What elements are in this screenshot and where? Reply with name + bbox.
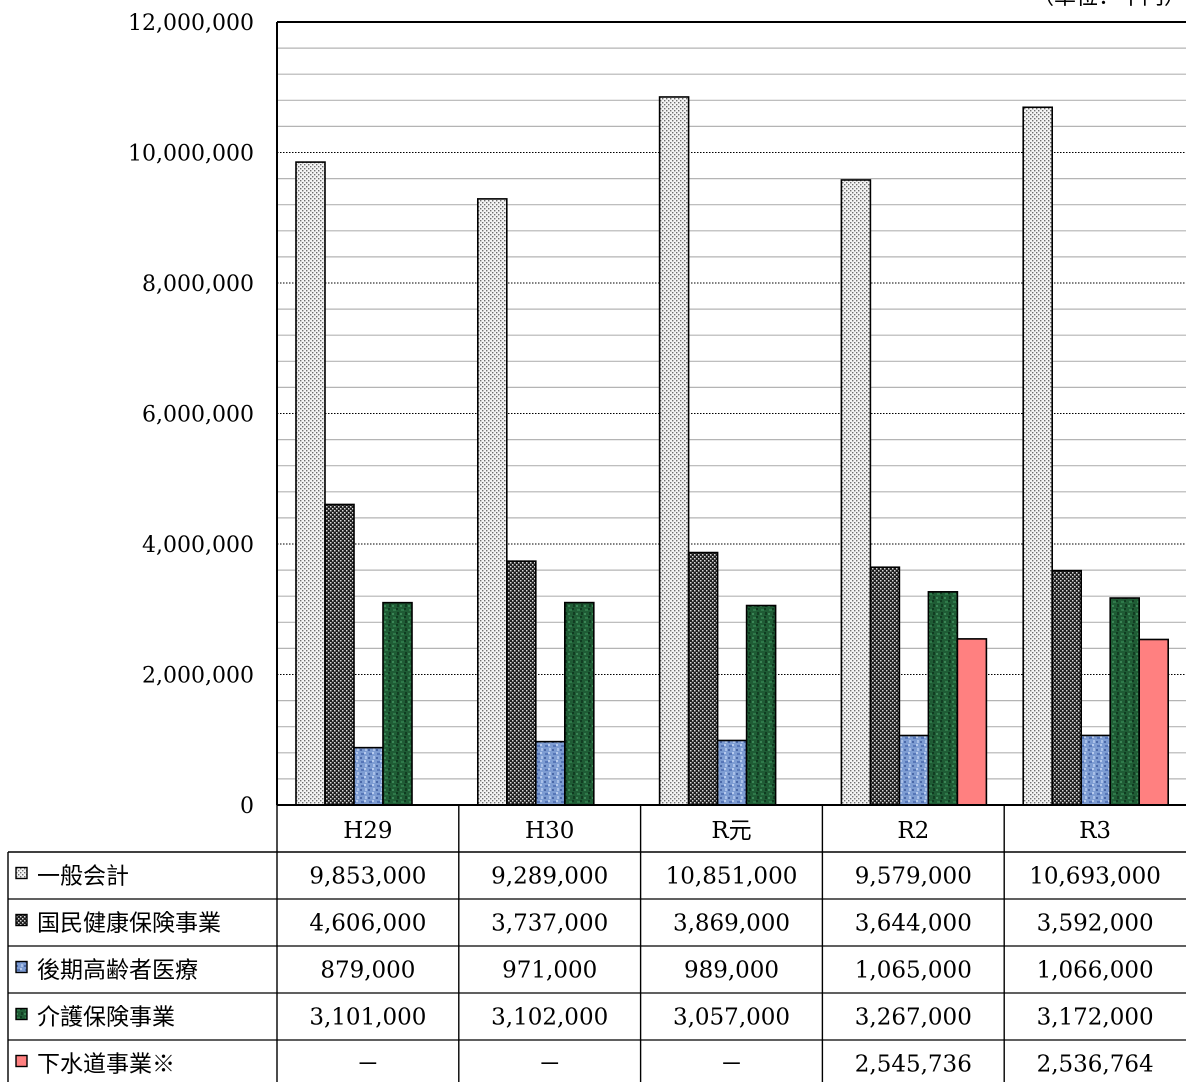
table-cell: 3,267,000	[855, 1005, 972, 1031]
table-cell: －	[538, 1052, 561, 1078]
y-tick-label: 6,000,000	[142, 403, 254, 428]
bar	[324, 503, 355, 806]
legend-swatch	[15, 960, 28, 974]
bar	[476, 198, 508, 806]
table-cell: 1,065,000	[855, 958, 972, 984]
y-tick-label: 10,000,000	[128, 142, 254, 167]
legend-label: 後期高齢者医療	[37, 958, 198, 984]
bar	[956, 638, 988, 806]
bar	[534, 740, 566, 806]
table-cell: 9,289,000	[491, 864, 608, 890]
table-cell: 2,545,736	[855, 1052, 972, 1078]
table-cell: 4,606,000	[309, 911, 426, 937]
bar	[1080, 734, 1111, 806]
table-cell: 3,592,000	[1037, 911, 1154, 937]
legend-label: 下水道事業※	[37, 1052, 175, 1078]
bar	[1051, 569, 1082, 806]
y-tick-label: 12,000,000	[128, 11, 254, 36]
legend-swatch	[15, 1054, 28, 1068]
y-tick-label: 0	[240, 794, 254, 819]
y-tick-label: 8,000,000	[142, 272, 254, 297]
x-category-label: R3	[1079, 818, 1111, 844]
bar	[1109, 597, 1140, 806]
bar	[869, 566, 901, 806]
bar	[1138, 638, 1169, 806]
table-cell: 9,853,000	[309, 864, 426, 890]
bar	[840, 179, 872, 806]
data-table: H29 H30 R元 R2 R3 一般会計 9,853,000 9,289,000 10,851…	[7, 805, 1186, 1082]
bar	[745, 604, 777, 806]
legend-swatch	[15, 1007, 28, 1021]
table-cell: 3,172,000	[1037, 1005, 1154, 1031]
bar	[898, 734, 930, 806]
bar	[658, 96, 690, 806]
y-tick-label: 4,000,000	[142, 533, 254, 558]
x-category-label: H29	[343, 818, 392, 844]
axes	[276, 21, 1186, 806]
table-cell: 971,000	[502, 958, 597, 984]
unit-label: （単位：千円）	[1032, 0, 1186, 10]
table-cell: －	[720, 1052, 743, 1078]
table-cell: 3,644,000	[855, 911, 972, 937]
table-cell: 3,737,000	[491, 911, 608, 937]
legend-label: 国民健康保険事業	[37, 911, 221, 937]
bar	[716, 739, 748, 806]
table-cell: 10,693,000	[1029, 864, 1161, 890]
x-category-label: R元	[711, 818, 751, 844]
table-cell: 10,851,000	[666, 864, 798, 890]
legend-label: 一般会計	[37, 864, 129, 890]
table-cell: －	[356, 1052, 379, 1078]
table-cell: 9,579,000	[855, 864, 972, 890]
table-cell: 1,066,000	[1037, 958, 1154, 984]
table-cell: 989,000	[684, 958, 779, 984]
legend-swatch	[15, 913, 28, 927]
table-cell: 879,000	[320, 958, 415, 984]
bar	[382, 601, 413, 806]
table-cell: 3,869,000	[673, 911, 790, 937]
legend-swatch	[15, 866, 28, 880]
bar	[505, 560, 537, 806]
bar	[927, 591, 959, 806]
legend-label: 介護保険事業	[37, 1005, 175, 1031]
table-cell: 2,536,764	[1037, 1052, 1154, 1078]
table-cell: 3,057,000	[673, 1005, 790, 1031]
table-cell: 3,102,000	[491, 1005, 608, 1031]
bar	[295, 161, 326, 806]
bar	[1022, 106, 1054, 806]
bar	[563, 601, 595, 806]
table-cell: 3,101,000	[309, 1005, 426, 1031]
y-tick-label: 2,000,000	[142, 664, 254, 689]
x-category-label: R2	[897, 818, 929, 844]
bars	[295, 96, 1169, 806]
bar	[687, 551, 719, 806]
bar	[353, 746, 384, 806]
x-category-label: H30	[525, 818, 574, 844]
y-axis-ticks: 0 2,000,000 4,000,000 6,000,000 8,000,000 10,…	[128, 11, 254, 819]
